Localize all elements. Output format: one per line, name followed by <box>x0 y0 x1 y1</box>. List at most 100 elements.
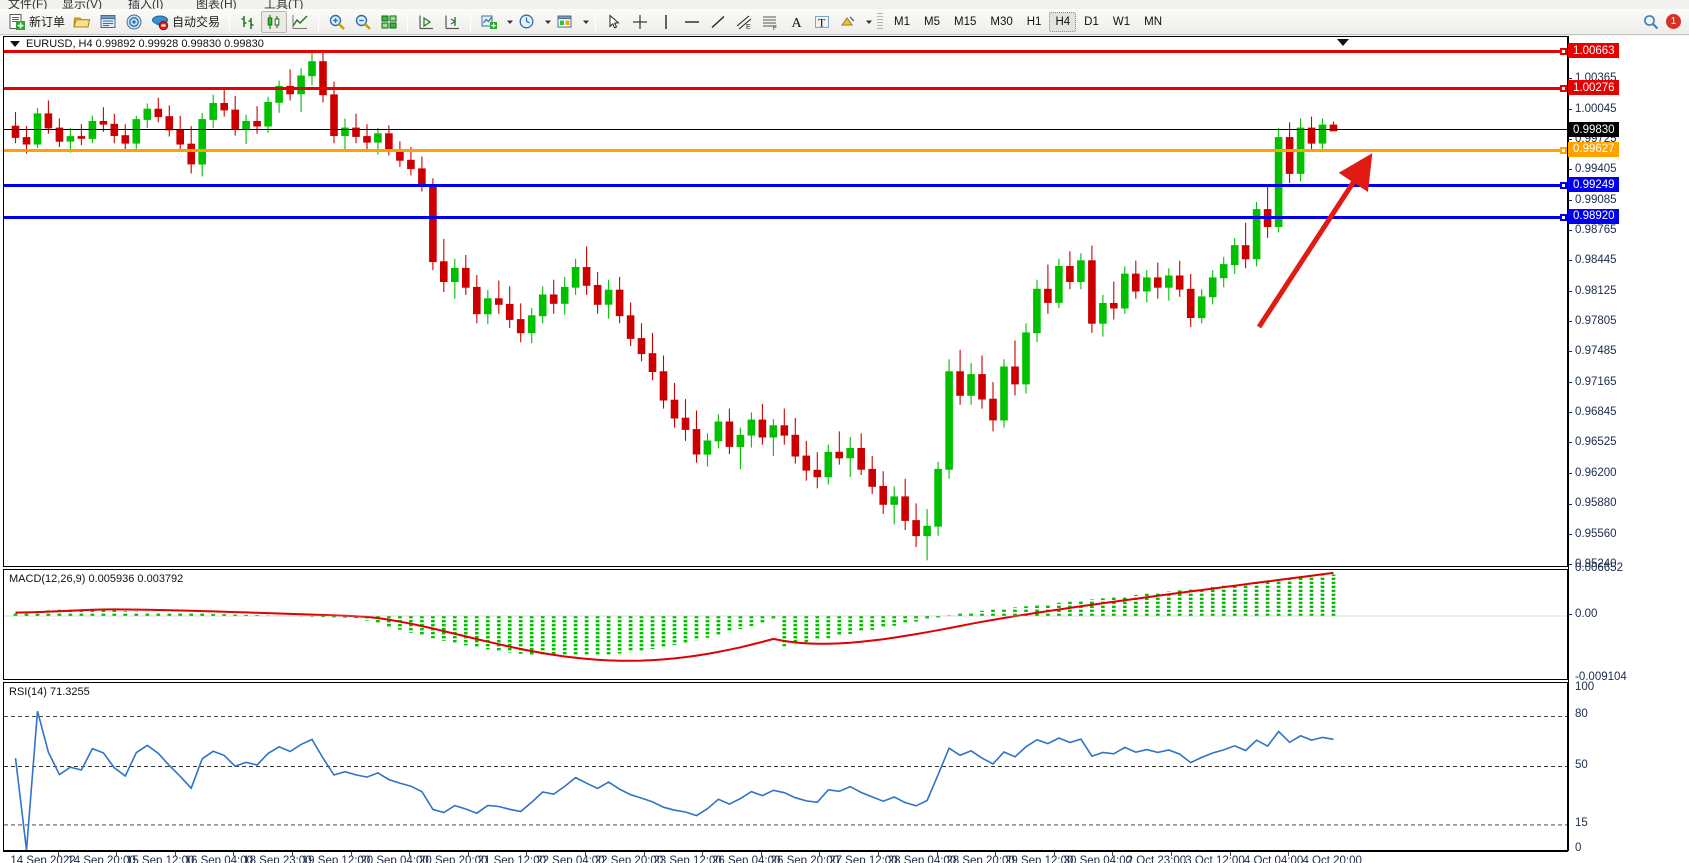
horizontal-line-button[interactable] <box>679 11 705 33</box>
price-tick: 1.00365 <box>1568 72 1617 85</box>
time-tick-sep <box>1112 852 1114 856</box>
time-label: 26 Sep 04:00 <box>711 855 781 863</box>
level-line-support-1[interactable] <box>4 182 1567 190</box>
level-line-support-2[interactable] <box>4 213 1567 221</box>
autoscroll-button[interactable] <box>413 11 439 33</box>
timeframe-d1[interactable]: D1 <box>1084 15 1099 28</box>
rsi-plot <box>4 710 1567 850</box>
timeframe-m1[interactable]: M1 <box>894 15 911 28</box>
timeframe-toolbar-grip[interactable] <box>877 12 884 31</box>
menu-bar[interactable]: 文件(F) 显示(V) 插入(I) 图表(H) 工具(T) <box>0 0 1689 9</box>
macd-pane[interactable]: MACD(12,26,9) 0.005936 0.003792 <box>3 569 1568 680</box>
chart-shift-button[interactable] <box>439 11 465 33</box>
svg-text:F: F <box>773 25 777 31</box>
price-tag-blue[interactable]: 0.99249 <box>1568 177 1619 193</box>
signals-button[interactable] <box>121 11 147 33</box>
folder-icon <box>73 13 91 31</box>
time-scale-axis[interactable]: 14 Sep 2022 14 Sep 20:00 15 Sep 12:00 16 Se… <box>3 851 1568 863</box>
time-tick-sep <box>995 852 997 856</box>
chart-shift-marker-icon[interactable] <box>1337 39 1349 46</box>
chart-canvas-area[interactable]: EURUSD, H4 0.99892 0.99928 0.99830 0.998… <box>0 36 1689 863</box>
timeframe-h1[interactable]: H1 <box>1026 15 1042 28</box>
line-chart-button[interactable] <box>287 11 313 33</box>
level-line-current-price <box>4 129 1567 131</box>
bar-chart-icon <box>239 13 257 31</box>
price-tick: 0.99405 <box>1568 163 1617 176</box>
text-button[interactable]: A <box>783 11 809 33</box>
price-tag-orange[interactable]: 0.99627 <box>1568 141 1619 157</box>
level-line-resistance-1[interactable] <box>4 48 1567 56</box>
price-tick: 0.97805 <box>1568 315 1617 328</box>
price-scale-axis[interactable]: 1.00365 1.00045 0.99725 0.99405 0.99085 0.987… <box>1568 36 1689 863</box>
shapes-button[interactable] <box>835 11 873 33</box>
fibonacci-button[interactable]: F <box>757 11 783 33</box>
indicators-button[interactable] <box>476 11 514 33</box>
time-label: 3 Oct 12:00 <box>1185 855 1245 863</box>
folder-button[interactable] <box>69 11 95 33</box>
cursor-button[interactable] <box>601 11 627 33</box>
tile-windows-button[interactable] <box>376 11 402 33</box>
chevron-down-icon[interactable] <box>860 13 873 31</box>
time-label: 14 Sep 2022 <box>10 855 76 863</box>
price-tick: 0.98765 <box>1568 224 1617 237</box>
timeframe-w1[interactable]: W1 <box>1112 15 1131 28</box>
crosshair-button[interactable] <box>627 11 653 33</box>
candlestick-button[interactable] <box>261 10 288 33</box>
vertical-line-button[interactable] <box>653 11 679 33</box>
time-tick-sep <box>174 852 176 856</box>
price-tick: 0.95560 <box>1568 528 1617 541</box>
expert-advisor-button[interactable]: 自动交易 <box>147 11 224 33</box>
svg-text:T: T <box>818 15 826 29</box>
price-candlestick-plot <box>11 50 1338 561</box>
level-line-resistance-2[interactable] <box>4 85 1567 93</box>
chevron-down-icon[interactable] <box>501 13 514 31</box>
zoom-in-button[interactable] <box>324 11 350 33</box>
menu-item-file[interactable]: 文件(F) <box>8 0 48 9</box>
price-tick: 0.97165 <box>1568 376 1617 389</box>
timeframe-m30[interactable]: M30 <box>990 15 1013 28</box>
price-pane-collapse-icon[interactable] <box>10 41 20 47</box>
axis-vertical-line <box>1568 36 1569 851</box>
bar-chart-button[interactable] <box>235 11 261 33</box>
price-tag-red[interactable]: 1.00276 <box>1568 80 1619 96</box>
trendline-button[interactable] <box>705 11 731 33</box>
price-tag-red[interactable]: 1.00663 <box>1568 43 1619 59</box>
price-pane[interactable]: EURUSD, H4 0.99892 0.99928 0.99830 0.998… <box>3 36 1568 567</box>
chevron-down-icon[interactable] <box>577 13 590 31</box>
price-tick: 0.98445 <box>1568 254 1617 267</box>
price-tick: 0.95240 <box>1568 558 1617 571</box>
menu-item-tools[interactable]: 工具(T) <box>264 0 304 9</box>
equidistant-channel-button[interactable]: E <box>731 11 757 33</box>
macd-tick: 0.006652 <box>1575 562 1623 574</box>
time-label: 26 Sep 20:00 <box>770 855 840 863</box>
time-label: 16 Sep 04:00 <box>184 855 254 863</box>
period-button[interactable] <box>514 11 552 33</box>
level-line-pivot[interactable] <box>4 146 1567 154</box>
time-label: 30 Sep 04:00 <box>1063 855 1133 863</box>
menu-item-view[interactable]: 显示(V) <box>62 0 102 9</box>
time-label: 2 Oct 23:00 <box>1126 855 1187 863</box>
menu-item-charts[interactable]: 图表(H) <box>196 0 237 9</box>
search-icon[interactable] <box>1642 13 1660 31</box>
timeframe-h4[interactable]: H4 <box>1049 11 1077 32</box>
new-order-button[interactable]: 新订单 <box>4 11 69 33</box>
rsi-pane[interactable]: RSI(14) 71.3255 <box>3 682 1568 851</box>
label-button[interactable]: T <box>809 11 835 33</box>
price-tick: 0.95880 <box>1568 498 1617 510</box>
time-tick-sep <box>1053 852 1055 856</box>
time-tick-sep <box>409 852 411 856</box>
time-tick-sep <box>643 852 645 856</box>
timeframe-m15[interactable]: M15 <box>954 15 977 28</box>
timeframe-m5[interactable]: M5 <box>924 15 940 28</box>
chevron-down-icon[interactable] <box>539 13 552 31</box>
menu-item-insert[interactable]: 插入(I) <box>128 0 164 9</box>
timeframe-mn[interactable]: MN <box>1144 15 1162 28</box>
price-tag-black[interactable]: 0.99830 <box>1568 122 1619 138</box>
templates-button[interactable] <box>552 11 590 33</box>
zoom-out-button[interactable] <box>350 11 376 33</box>
price-tag-blue[interactable]: 0.98920 <box>1568 208 1619 224</box>
macd-tick: 0.00 <box>1568 608 1597 621</box>
data-window-button[interactable] <box>95 11 121 33</box>
price-tick: 0.99725 <box>1568 133 1617 146</box>
notification-badge[interactable]: 1 <box>1666 14 1681 29</box>
